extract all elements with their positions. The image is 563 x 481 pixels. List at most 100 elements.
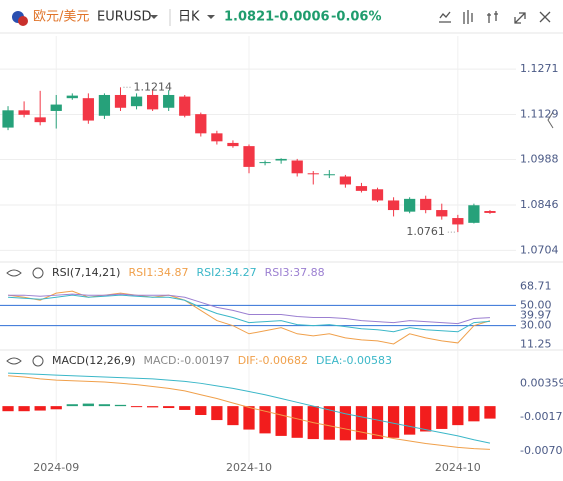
candle-body xyxy=(82,98,94,121)
y-tick-label: -0.00175 xyxy=(520,410,563,423)
candle-body xyxy=(227,142,239,147)
rsi-line xyxy=(8,293,490,325)
macd-bar xyxy=(179,406,191,410)
y-tick-label: 1.1271 xyxy=(520,62,559,75)
annotation: 1.0761 xyxy=(406,225,445,238)
x-tick-label: 2024-10 xyxy=(226,461,272,474)
indicator-icon[interactable] xyxy=(463,10,473,24)
change-percent: -0.06% xyxy=(331,10,382,25)
candle-body xyxy=(355,186,368,191)
y-tick-label: 1.0704 xyxy=(520,243,559,256)
candle-body xyxy=(66,95,78,99)
macd-bar xyxy=(2,406,14,412)
header-bar: 欧元/美元 EURUSD 日K 1.0821 -0.0006 -0.06% xyxy=(0,9,563,34)
settings-icon[interactable] xyxy=(32,267,44,279)
period[interactable]: 日K xyxy=(178,10,200,25)
indicator-title: MACD(12,26,9) xyxy=(52,354,136,367)
macd-bar xyxy=(18,406,30,412)
candle-body xyxy=(468,205,480,223)
rsi-tools xyxy=(6,267,44,279)
candle-body xyxy=(275,158,287,161)
macd-bar xyxy=(275,406,287,436)
candle-body xyxy=(2,110,14,128)
settings-icon[interactable] xyxy=(32,355,44,367)
candle-body xyxy=(484,211,496,213)
candle-body xyxy=(179,96,191,116)
candle-body xyxy=(98,94,111,116)
change: -0.0006 xyxy=(274,10,330,25)
macd-bar xyxy=(114,404,127,407)
macd-bar xyxy=(452,406,464,426)
macd-bar xyxy=(420,406,432,432)
macd-bar xyxy=(339,406,352,441)
y-tick-label: 1.1129 xyxy=(520,107,559,120)
macd-bar xyxy=(211,406,223,421)
candle-body xyxy=(452,218,464,225)
x-tick-label: 2024-09 xyxy=(33,461,79,474)
candle-body xyxy=(243,146,255,167)
y-tick-label: 68.71 xyxy=(520,279,552,292)
price: 1.0821 xyxy=(224,10,274,25)
annotation: 1.1214 xyxy=(133,80,172,93)
candle-body xyxy=(163,94,175,108)
candle-body xyxy=(34,117,46,123)
rsi-line xyxy=(8,294,491,333)
macd-bar xyxy=(323,406,335,440)
dropdown-arrow[interactable] xyxy=(150,15,158,19)
macd-bar xyxy=(291,406,303,438)
candle-body xyxy=(291,160,303,174)
x-tick-label: 2024-10 xyxy=(435,461,481,474)
macd-bar xyxy=(66,404,78,407)
macd-line xyxy=(8,372,491,444)
legend-entry: MACD:-0.00197 xyxy=(144,354,230,367)
candle-body xyxy=(114,94,127,108)
candle-body xyxy=(436,210,448,217)
macd-bar xyxy=(387,406,400,438)
macd-bar xyxy=(50,406,62,410)
instrument-name[interactable]: 欧元/美元 xyxy=(33,10,89,25)
macd-bar xyxy=(163,406,175,409)
macd-bar xyxy=(195,406,207,415)
macd-bar xyxy=(82,403,94,407)
macd-bar xyxy=(259,406,271,434)
symbol[interactable]: EURUSD xyxy=(97,10,152,25)
eye-icon[interactable] xyxy=(6,357,22,365)
candle-body xyxy=(339,176,352,185)
candle-icon[interactable] xyxy=(487,11,498,23)
dropdown-arrow[interactable] xyxy=(207,15,215,19)
macd-bar xyxy=(98,404,111,407)
y-tick-label: 1.0988 xyxy=(520,153,559,166)
legend-entry: DEA:-0.00583 xyxy=(316,354,392,367)
close-icon[interactable] xyxy=(539,11,551,23)
candle-body xyxy=(307,173,319,175)
macd-bar xyxy=(243,406,255,430)
macd-bar xyxy=(468,406,480,422)
macd-bar xyxy=(146,406,159,408)
candle-body xyxy=(371,189,384,201)
macd-bar xyxy=(371,406,384,440)
candle-body xyxy=(195,114,207,134)
macd-bar xyxy=(484,406,496,419)
macd-tools xyxy=(6,355,44,367)
collapse-arrow[interactable] xyxy=(547,111,554,129)
y-tick-label: 0.00359 xyxy=(520,376,563,389)
macd-bar xyxy=(436,406,448,429)
flag-icon xyxy=(18,16,28,26)
y-tick-label: 11.25 xyxy=(520,338,552,351)
candle-body xyxy=(146,94,159,110)
macd-line xyxy=(7,375,490,450)
legend-entry: RSI1:34.87 xyxy=(128,266,188,279)
legend-entry: RSI2:34.27 xyxy=(197,266,257,279)
fullscreen-icon[interactable] xyxy=(514,12,526,24)
candle-body xyxy=(404,198,416,212)
candle-body xyxy=(323,174,335,176)
draw-tool-icon[interactable] xyxy=(439,11,451,23)
macd-bar xyxy=(34,406,46,411)
macd-bar xyxy=(355,406,368,440)
candle-body xyxy=(130,96,143,107)
indicator-title: RSI(7,14,21) xyxy=(52,266,120,279)
eye-icon[interactable] xyxy=(6,269,22,277)
legend-entry: DIF:-0.00682 xyxy=(238,354,308,367)
